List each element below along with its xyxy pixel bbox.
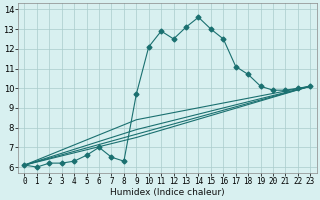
X-axis label: Humidex (Indice chaleur): Humidex (Indice chaleur) xyxy=(110,188,225,197)
